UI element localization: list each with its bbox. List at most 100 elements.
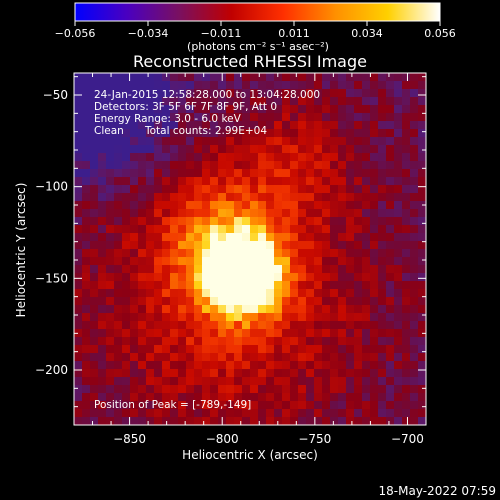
heatmap-cell xyxy=(186,193,195,202)
heatmap-cell xyxy=(114,233,123,242)
heatmap-cell xyxy=(322,201,331,210)
heatmap-cell xyxy=(138,377,147,386)
heatmap-cell xyxy=(370,97,379,106)
heatmap-cell xyxy=(130,201,139,210)
heatmap-cell xyxy=(274,393,283,402)
heatmap-cell xyxy=(266,105,275,114)
heatmap-cell xyxy=(234,393,243,402)
heatmap-cell xyxy=(314,193,323,202)
heatmap-cell xyxy=(290,297,299,306)
heatmap-cell xyxy=(402,217,411,226)
heatmap-cell xyxy=(282,305,291,314)
heatmap-cell xyxy=(314,289,323,298)
heatmap-cell xyxy=(218,209,227,218)
heatmap-cell xyxy=(74,337,83,346)
heatmap-cell xyxy=(74,209,83,218)
heatmap-cell xyxy=(210,161,219,170)
heatmap-cell xyxy=(370,305,379,314)
heatmap-cell xyxy=(346,401,355,410)
heatmap-cell xyxy=(162,353,171,362)
heatmap-cell xyxy=(130,105,139,114)
heatmap-cell xyxy=(170,241,179,250)
heatmap-cell xyxy=(186,81,195,90)
heatmap-cell xyxy=(210,313,219,322)
heatmap-cell xyxy=(258,289,267,298)
heatmap-cell xyxy=(186,409,195,418)
heatmap-cell xyxy=(354,353,363,362)
x-tick-label: −700 xyxy=(391,432,424,446)
heatmap-cell xyxy=(242,177,251,186)
heatmap-cell xyxy=(298,97,307,106)
heatmap-cell xyxy=(226,329,235,338)
heatmap-cell xyxy=(322,177,331,186)
heatmap-cell xyxy=(378,385,387,394)
heatmap-cell xyxy=(226,201,235,210)
heatmap-cell xyxy=(298,217,307,226)
heatmap-cell xyxy=(82,201,91,210)
heatmap-cell xyxy=(154,289,163,298)
heatmap-cell xyxy=(290,289,299,298)
heatmap-cell xyxy=(154,177,163,186)
heatmap-cell xyxy=(314,265,323,274)
heatmap-cell xyxy=(98,129,107,138)
heatmap-cell xyxy=(370,329,379,338)
heatmap-cell xyxy=(170,401,179,410)
heatmap-cell xyxy=(114,153,123,162)
heatmap-cell xyxy=(98,177,107,186)
heatmap-cell xyxy=(258,169,267,178)
heatmap-cell xyxy=(106,241,115,250)
heatmap-cell xyxy=(346,169,355,178)
heatmap-cell xyxy=(330,289,339,298)
heatmap-cell xyxy=(202,369,211,378)
heatmap-cell xyxy=(242,281,251,290)
heatmap-cell xyxy=(122,137,131,146)
heatmap-cell xyxy=(266,113,275,122)
heatmap-cell xyxy=(418,369,426,378)
heatmap-cell xyxy=(74,257,83,266)
heatmap-cell xyxy=(410,409,419,418)
heatmap-cell xyxy=(82,257,91,266)
heatmap-cell xyxy=(290,337,299,346)
heatmap-cell xyxy=(178,305,187,314)
heatmap-cell xyxy=(282,169,291,178)
heatmap-cell xyxy=(146,201,155,210)
heatmap-cell xyxy=(410,417,419,425)
heatmap-cell xyxy=(242,417,251,425)
heatmap-cell xyxy=(226,153,235,162)
heatmap-cell xyxy=(234,257,243,266)
heatmap-cell xyxy=(306,209,315,218)
heatmap-cell xyxy=(210,337,219,346)
heatmap-cell xyxy=(146,289,155,298)
heatmap-cell xyxy=(338,145,347,154)
heatmap-cell xyxy=(378,97,387,106)
heatmap-cell xyxy=(410,105,419,114)
heatmap-cell xyxy=(226,321,235,330)
heatmap-cell xyxy=(138,105,147,114)
heatmap-cell xyxy=(354,361,363,370)
heatmap-cell xyxy=(130,393,139,402)
heatmap-cell xyxy=(402,185,411,194)
heatmap-cell xyxy=(186,233,195,242)
heatmap-cell xyxy=(106,345,115,354)
heatmap-cell xyxy=(162,177,171,186)
heatmap-cell xyxy=(370,185,379,194)
heatmap-cell xyxy=(386,289,395,298)
heatmap-cell xyxy=(330,321,339,330)
heatmap-cell xyxy=(74,393,83,402)
heatmap-cell xyxy=(298,337,307,346)
heatmap-cell xyxy=(138,233,147,242)
heatmap-cell xyxy=(146,193,155,202)
heatmap-cell xyxy=(314,137,323,146)
heatmap-cell xyxy=(346,153,355,162)
heatmap-cell xyxy=(410,217,419,226)
heatmap-cell xyxy=(306,129,315,138)
heatmap-cell xyxy=(210,121,219,130)
heatmap-cell xyxy=(114,345,123,354)
heatmap-cell xyxy=(106,417,115,425)
heatmap-cell xyxy=(90,257,99,266)
heatmap-cell xyxy=(106,281,115,290)
heatmap-cell xyxy=(146,297,155,306)
heatmap-cell xyxy=(242,209,251,218)
heatmap-cell xyxy=(362,393,371,402)
heatmap-cell xyxy=(114,121,123,130)
